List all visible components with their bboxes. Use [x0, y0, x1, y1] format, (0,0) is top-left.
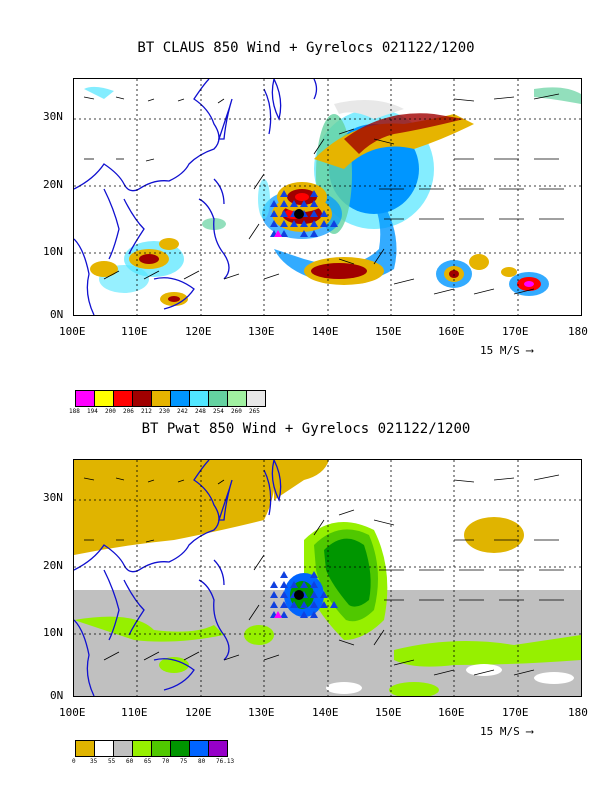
legend-swatch	[189, 390, 209, 407]
lon-label: 180	[568, 325, 588, 338]
reference-vector-label: 15 M/S	[480, 725, 520, 738]
legend-swatch	[208, 740, 228, 757]
gyre-markers	[270, 190, 338, 237]
legend-value: 230	[159, 408, 170, 415]
legend-value: 188	[69, 408, 80, 415]
lon-label: 100E	[59, 325, 86, 338]
legend-value: 254	[213, 408, 224, 415]
lon-label: 170E	[502, 706, 529, 719]
legend-swatch	[75, 740, 95, 757]
legend-value: 55	[108, 758, 116, 765]
wind-vectors	[83, 474, 564, 676]
lon-label: 100E	[59, 706, 86, 719]
legend-value: 76.13	[216, 758, 235, 765]
legend-swatch	[132, 740, 152, 757]
wind-vectors	[83, 93, 564, 295]
legend-value: 206	[123, 408, 134, 415]
lon-label: 150E	[375, 706, 402, 719]
reference-vector-label: 15 M/S	[480, 344, 520, 357]
legend-value: 80	[198, 758, 206, 765]
arrow-right-icon: ⟶	[526, 725, 533, 738]
reference-vector: 15 M/S ⟶	[480, 725, 533, 738]
legend-swatch	[75, 390, 95, 407]
legend-swatch	[208, 390, 228, 407]
legend-value: 65	[144, 758, 152, 765]
legend-value: 70	[162, 758, 170, 765]
panel2-map[interactable]	[73, 459, 582, 697]
panel2-legend	[75, 740, 228, 757]
pwat-shading	[74, 460, 581, 696]
legend-value: 35	[90, 758, 98, 765]
legend-swatch	[94, 390, 114, 407]
lat-label: 10N	[43, 245, 63, 258]
legend-value: 212	[141, 408, 152, 415]
lon-label: 160E	[438, 706, 465, 719]
lon-label: 110E	[121, 706, 148, 719]
gridlines	[74, 79, 581, 315]
lon-label: 140E	[312, 325, 339, 338]
typhoon-center	[294, 209, 304, 219]
legend-swatch	[113, 740, 133, 757]
lon-label: 110E	[121, 325, 148, 338]
reference-vector: 15 M/S ⟶	[480, 344, 533, 357]
lon-label: 180	[568, 706, 588, 719]
lon-label: 120E	[185, 706, 212, 719]
lon-label: 130E	[248, 325, 275, 338]
lat-label: 20N	[43, 559, 63, 572]
lon-label: 150E	[375, 325, 402, 338]
panel1-map[interactable]	[73, 78, 582, 316]
lat-label: 30N	[43, 491, 63, 504]
center-marker	[274, 230, 282, 237]
legend-swatch	[132, 390, 152, 407]
legend-swatch	[246, 390, 266, 407]
typhoon-center	[294, 590, 304, 600]
lat-label: 20N	[43, 178, 63, 191]
lat-label: 0N	[50, 308, 64, 321]
legend-value: 248	[195, 408, 206, 415]
coastlines	[74, 79, 318, 315]
lat-label: 0N	[50, 689, 64, 702]
lat-label: 30N	[43, 110, 63, 123]
legend-swatch	[151, 390, 171, 407]
legend-swatch	[113, 390, 133, 407]
legend-value: 260	[231, 408, 242, 415]
legend-swatch	[189, 740, 209, 757]
legend-swatch	[94, 740, 114, 757]
legend-swatch	[227, 390, 247, 407]
legend-swatch	[170, 390, 190, 407]
panel2-title: BT Pwat 850 Wind + Gyrelocs 021122/1200	[141, 421, 471, 437]
center-marker	[274, 611, 282, 618]
lon-label: 160E	[438, 325, 465, 338]
lon-label: 140E	[312, 706, 339, 719]
panel1-legend-labels: 188 194 200 206 212 230 242 248 254 260 …	[69, 408, 269, 418]
legend-swatch	[170, 740, 190, 757]
lon-label: 170E	[502, 325, 529, 338]
legend-value: 194	[87, 408, 98, 415]
panel1-legend	[75, 390, 266, 407]
panel2-legend-labels: 0 35 55 60 65 70 75 80 76.13	[72, 758, 272, 768]
gridlines	[74, 460, 581, 696]
lon-label: 120E	[185, 325, 212, 338]
legend-value: 200	[105, 408, 116, 415]
panel1-title: BT CLAUS 850 Wind + Gyrelocs 021122/1200	[137, 40, 475, 56]
coastlines	[74, 460, 282, 696]
legend-value: 242	[177, 408, 188, 415]
legend-value: 265	[249, 408, 260, 415]
cloud-shading	[84, 86, 581, 306]
legend-value: 0	[72, 758, 76, 765]
gyre-markers	[270, 571, 338, 618]
arrow-right-icon: ⟶	[526, 344, 533, 357]
legend-value: 60	[126, 758, 134, 765]
lat-label: 10N	[43, 626, 63, 639]
lon-label: 130E	[248, 706, 275, 719]
legend-swatch	[151, 740, 171, 757]
legend-value: 75	[180, 758, 188, 765]
